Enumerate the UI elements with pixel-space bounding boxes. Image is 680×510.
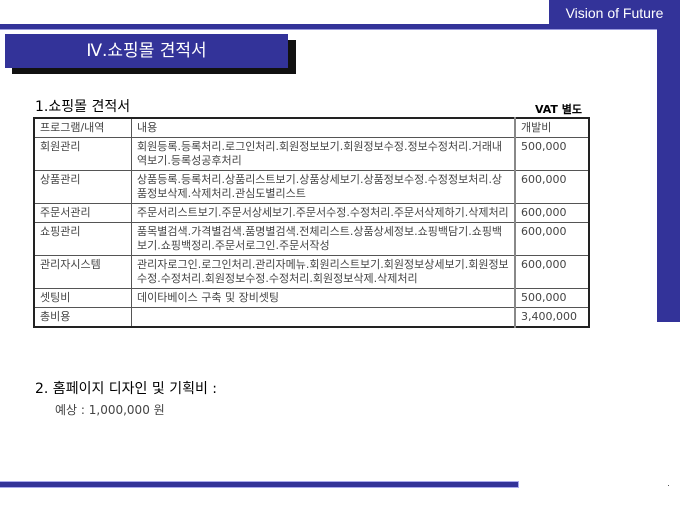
row-cost: 3,400,000	[514, 307, 590, 328]
table-row: 총비용 3,400,000	[33, 307, 590, 328]
header-content: 내용	[131, 117, 516, 138]
right-side-bar	[657, 27, 680, 322]
row-cost: 600,000	[514, 203, 590, 223]
row-cost: 500,000	[514, 137, 590, 171]
table-row: 쇼핑관리 품목별검색.가격별검색.품명별검색.전체리스트.상품상세정보.쇼핑백담기…	[33, 222, 590, 256]
vat-note: VAT 별도	[535, 103, 582, 116]
section1-heading: 1.쇼핑몰 견적서	[35, 99, 131, 115]
table-row: 회원관리 회원등록.등록처리.로그인처리.회원정보보기.회원정보수정.정보수정처리…	[33, 137, 590, 171]
row-content: 품목별검색.가격별검색.품명별검색.전체리스트.상품상세정보.쇼핑백담기.쇼핑백…	[131, 222, 516, 256]
row-program: 관리자시스템	[33, 255, 132, 289]
header-program: 프로그램/내역	[33, 117, 132, 138]
estimate-table: 프로그램/내역 내용 개발비 회원관리 회원등록.등록처리.로그인처리.회원정보보…	[33, 117, 590, 328]
row-cost: 600,000	[514, 222, 590, 256]
row-program: 회원관리	[33, 137, 132, 171]
page-title: Ⅳ.쇼핑몰 견적서	[5, 34, 288, 68]
bottom-rule	[0, 481, 519, 488]
design-estimate: 예상 : 1,000,000 원	[55, 403, 165, 417]
row-content: 관리자로그인.로그인처리.관리자메뉴.회원리스트보기.회원정보상세보기.회원정보…	[131, 255, 516, 289]
row-program: 쇼핑관리	[33, 222, 132, 256]
row-content: 주문서리스트보기.주문서상세보기.주문서수정.수정처리.주문서삭제하기.삭제처리	[131, 203, 516, 223]
row-program: 총비용	[33, 307, 132, 328]
row-cost: 500,000	[514, 288, 590, 308]
table-row: 상품관리 상품등록.등록처리.상품리스트보기.상품상세보기.상품정보수정.수정정보…	[33, 170, 590, 204]
row-content	[131, 307, 516, 328]
row-cost: 600,000	[514, 170, 590, 204]
table-row: 셋팅비 데이타베이스 구축 및 장비셋팅 500,000	[33, 288, 590, 308]
row-program: 주문서관리	[33, 203, 132, 223]
corner-dot	[668, 485, 669, 486]
row-program: 셋팅비	[33, 288, 132, 308]
row-content: 회원등록.등록처리.로그인처리.회원정보보기.회원정보수정.정보수정처리.거래내…	[131, 137, 516, 171]
top-rule	[0, 24, 680, 30]
table-row: 관리자시스템 관리자로그인.로그인처리.관리자메뉴.회원리스트보기.회원정보상세보…	[33, 255, 590, 289]
row-content: 상품등록.등록처리.상품리스트보기.상품상세보기.상품정보수정.수정정보처리.상…	[131, 170, 516, 204]
row-cost: 600,000	[514, 255, 590, 289]
section2-heading: 2. 홈페이지 디자인 및 기획비 :	[35, 381, 218, 397]
tagline-tab: Vision of Future	[549, 0, 680, 27]
row-program: 상품관리	[33, 170, 132, 204]
table-header-row: 프로그램/내역 내용 개발비	[33, 117, 590, 138]
row-content: 데이타베이스 구축 및 장비셋팅	[131, 288, 516, 308]
table-row: 주문서관리 주문서리스트보기.주문서상세보기.주문서수정.수정처리.주문서삭제하기…	[33, 203, 590, 223]
header-cost: 개발비	[514, 117, 590, 138]
